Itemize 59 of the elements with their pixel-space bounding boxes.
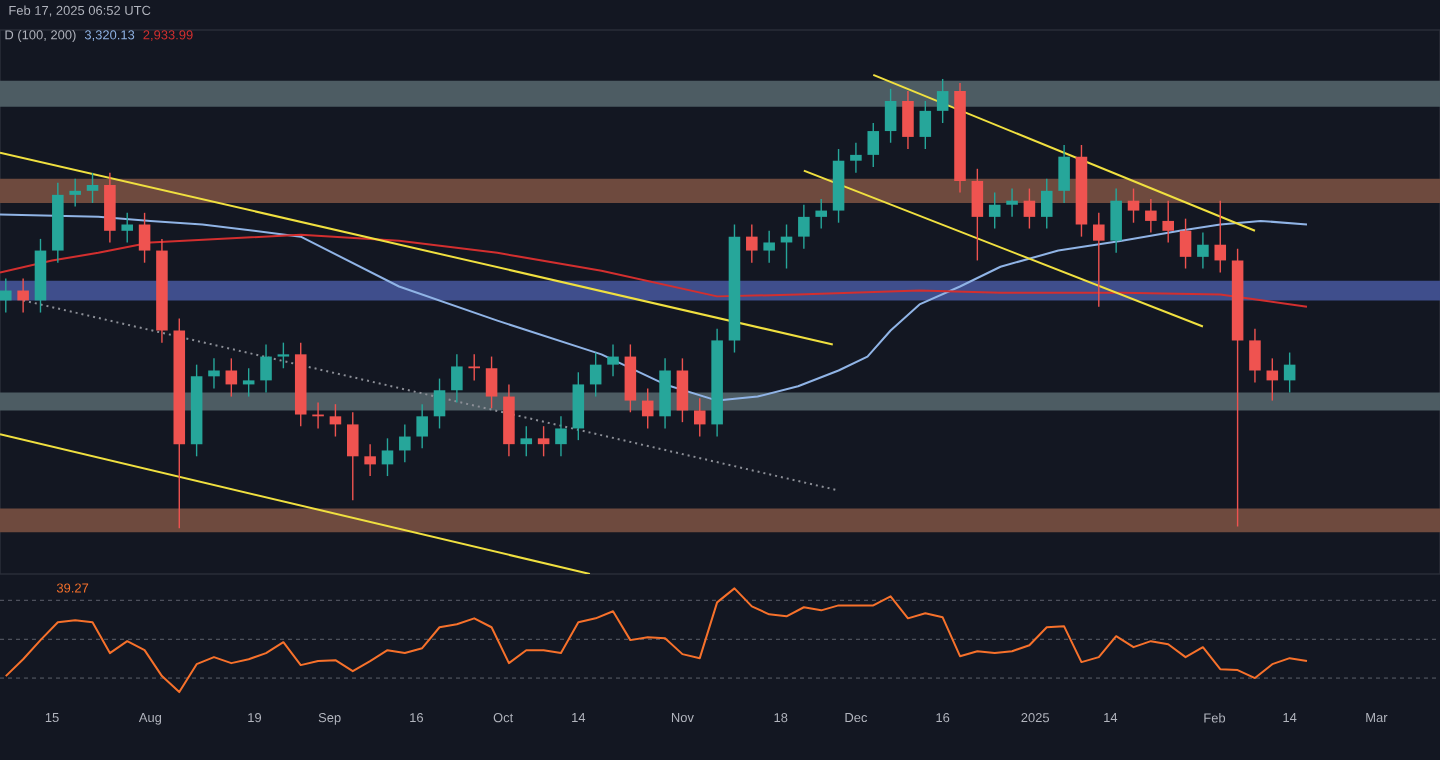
candlestick [433,377,446,430]
candlestick [1110,187,1122,254]
candlestick [1162,200,1174,244]
candlestick [520,425,533,457]
candlestick [676,357,689,423]
candlestick [346,411,359,502]
candlestick [659,357,671,430]
candlestick [381,437,394,477]
candlestick [260,343,272,394]
candlestick [988,191,1001,230]
candlestick [242,367,255,398]
candlestick [572,371,585,441]
candlestick [607,343,619,378]
candlestick [1197,231,1209,270]
candlestick [208,357,220,390]
candlestick [624,343,637,413]
candlestick [555,415,567,457]
candlestick [971,168,984,262]
candlestick [746,223,758,264]
candlestick [485,355,498,409]
candlestick [589,351,602,398]
candlestick [1040,177,1053,230]
candlestick [1214,200,1227,274]
candlestick [451,353,463,404]
candlestick [0,277,12,314]
candlestick [399,423,411,463]
candlestick [1006,187,1018,218]
candlestick [1058,144,1070,204]
candlestick [537,425,550,457]
candlestick [884,88,897,144]
candlestick [138,212,151,264]
candlestick [69,177,81,208]
candlestick [763,230,775,264]
candlestick [1093,212,1105,308]
candlestick [1179,217,1192,270]
candlestick [798,204,810,250]
candlestick [815,198,827,230]
candlestick [277,341,290,369]
candlestick [693,397,706,438]
candlestick [104,172,116,244]
candlestick [416,403,428,449]
candlestick [329,403,342,438]
candlestick [1023,187,1036,230]
candlestick [867,122,880,168]
candlestick [850,142,862,174]
candlestick [936,78,949,124]
candlestick [1145,198,1157,234]
candlestick [919,100,932,150]
candlestick [86,172,99,204]
candlestick [1127,187,1140,224]
candlestick [503,383,515,457]
candlestick [902,90,914,150]
candlestick [17,277,29,314]
candlestick [1249,328,1261,384]
candlestick [121,212,134,244]
candlestick [364,443,376,477]
candlestick [641,387,654,430]
candlestick [1283,351,1296,394]
candlestick [468,353,481,382]
